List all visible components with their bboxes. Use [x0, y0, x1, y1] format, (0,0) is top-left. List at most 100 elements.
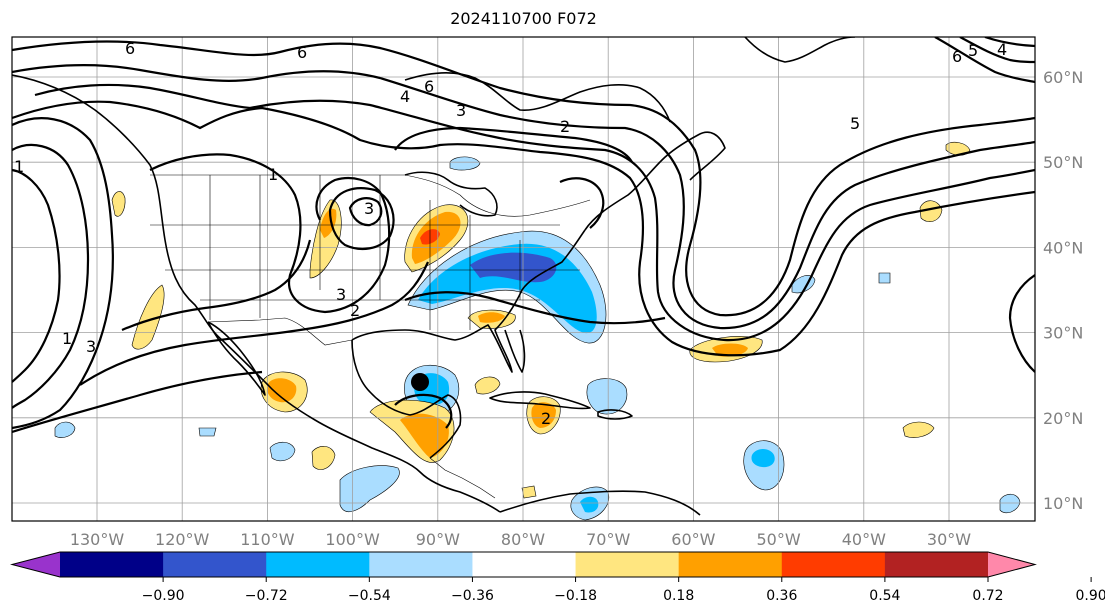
coast-yucatan-mexico — [351, 339, 462, 459]
anomaly-central-america-light — [339, 465, 400, 513]
colorbar-tick-label: −0.72 — [245, 588, 288, 604]
anomaly-east-atlantic-light — [999, 493, 1021, 514]
contour-label: 2 — [350, 301, 360, 320]
contour-trough-5 — [348, 197, 383, 227]
colorbar-segment — [163, 552, 267, 577]
colorbar-segment — [266, 552, 370, 577]
latitude-label: 10°N — [1043, 494, 1083, 513]
colorbar-tick-label: 0.54 — [869, 588, 900, 604]
contour-label: 2 — [560, 117, 570, 136]
contour-trough-4 — [12, 370, 263, 434]
latitude-label: 50°N — [1043, 153, 1083, 172]
longitude-label: 130°W — [70, 530, 125, 549]
anomaly-greenland-warm — [945, 141, 971, 156]
contour-label: 3 — [456, 101, 466, 120]
contour-label: 5 — [850, 114, 860, 133]
coast-baja — [207, 321, 266, 396]
longitude-label: 80°W — [501, 530, 545, 549]
coast-east-north-america — [584, 131, 726, 231]
latitude-label: 20°N — [1043, 409, 1083, 428]
coast-south-america — [499, 490, 701, 516]
coast-gulf-of-mexico — [351, 229, 586, 373]
colorbar-tick-label: 0.90 — [1076, 588, 1105, 604]
contour-north-3 — [34, 83, 1035, 342]
longitude-label: 40°W — [842, 530, 886, 549]
map-frame — [11, 36, 1036, 522]
border-us-canada — [150, 174, 591, 217]
coast-cuba — [489, 391, 591, 410]
colorbar-segment — [575, 552, 680, 577]
longitude-label: 70°W — [586, 530, 630, 549]
colorbar-tick-label: 0.36 — [766, 588, 797, 604]
contour-label: 1 — [268, 165, 278, 184]
contour-west-africa — [1008, 274, 1035, 373]
anomaly-baja-light — [131, 284, 165, 350]
coast-greenland — [744, 37, 856, 63]
colorbar-segment — [678, 552, 783, 577]
anomaly-small-1 — [878, 272, 891, 284]
colorbar-tick-label: −0.36 — [451, 588, 494, 604]
coast-florida — [504, 329, 526, 373]
contour-label: 6 — [297, 43, 307, 62]
contour-trough-6 — [328, 187, 395, 251]
anomaly-atlantic-warm-3 — [902, 421, 935, 438]
anomaly-plains-core — [320, 208, 337, 238]
contour-label: 2 — [541, 409, 551, 428]
anomaly-pacific-warm-2 — [311, 446, 336, 470]
contour-greenland — [934, 37, 1035, 84]
longitude-label: 90°W — [416, 530, 460, 549]
anomaly-gulfcoast-light — [474, 376, 501, 395]
colorbar-tick-label: 0.18 — [663, 588, 694, 604]
contour-mid-1 — [12, 117, 114, 430]
colorbar-extend-max — [988, 552, 1035, 577]
colorbar-segment — [60, 552, 164, 577]
longitude-label: 60°W — [671, 530, 715, 549]
longitude-label: 30°W — [927, 530, 971, 549]
longitude-label: 120°W — [155, 530, 210, 549]
border-states-1 — [209, 175, 521, 330]
contour-label: 4 — [997, 40, 1007, 59]
colorbar-tick-label: 0.72 — [972, 588, 1003, 604]
contour-gulf-low — [394, 393, 453, 429]
longitude-label: 110°W — [240, 530, 295, 549]
contour-north-2 — [12, 64, 1035, 330]
contour-east-ridge — [394, 126, 633, 163]
colorbar-tick-label: −0.54 — [348, 588, 391, 604]
border-us-mexico — [207, 317, 353, 346]
colorbar-outline — [10, 551, 1037, 578]
warm-anomaly-regions — [111, 141, 971, 499]
longitude-label: 50°W — [757, 530, 801, 549]
storm-position-marker — [411, 373, 429, 391]
contour-label: 3 — [86, 337, 96, 356]
longitude-label: 100°W — [325, 530, 380, 549]
contour-greenland-3 — [984, 37, 1035, 48]
colorbar-tick-label: −0.18 — [554, 588, 597, 604]
anomaly-pacific-light-1 — [54, 421, 76, 438]
contour-label: 1 — [14, 157, 24, 176]
latitude-labels: 60°N 50°N 40°N 30°N 20°N 10°N — [1043, 68, 1083, 513]
anomaly-florida-core — [478, 312, 505, 323]
colorbar-tick-label: −0.90 — [142, 588, 185, 604]
coast-west-north-america — [12, 74, 501, 513]
contour-east-ridge-2 — [559, 177, 605, 229]
colorbar-segment — [472, 552, 577, 577]
latitude-label: 30°N — [1043, 324, 1083, 343]
colorbar: −0.90 −0.72 −0.54 −0.36 −0.18 0.18 0.36 0.54 0.7… — [10, 551, 1105, 604]
border-central-america — [429, 457, 496, 499]
colorbar-extend-min — [12, 552, 60, 577]
border-states-2 — [150, 224, 580, 301]
contour-label: 3 — [336, 285, 346, 304]
anomaly-small-2 — [198, 427, 217, 437]
contour-label: 3 — [364, 199, 374, 218]
contour-se-1 — [404, 291, 666, 325]
anomaly-panama-core — [580, 496, 599, 513]
colorbar-segment — [369, 552, 473, 577]
contour-label: 6 — [952, 47, 962, 66]
contour-north-1 — [12, 40, 1035, 317]
contour-greenland-2 — [959, 37, 1035, 64]
lat-lon-grid — [12, 37, 1035, 521]
contour-label: 1 — [62, 329, 72, 348]
coast-hispaniola — [597, 409, 633, 420]
anomaly-yucatan-core — [400, 413, 449, 458]
colorbar-segment — [884, 552, 989, 577]
